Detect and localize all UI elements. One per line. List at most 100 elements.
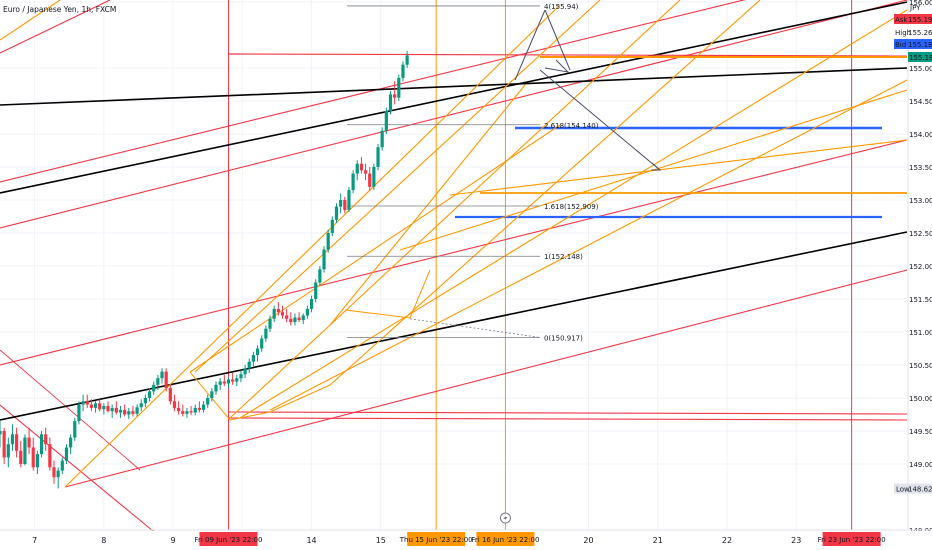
projection-arrow: [539, 69, 661, 171]
price-tick-label: 154.500: [909, 98, 932, 106]
red-channel-line: [0, 0, 908, 229]
red-channel-line: [64, 269, 908, 488]
candle-body: [52, 467, 56, 478]
orange-channel-line: [449, 139, 908, 196]
time-axis: 78913141520212223Fri 09 Jun '23 22:00Thu…: [0, 529, 932, 550]
orange-zigzag: [189, 371, 331, 421]
last-price-value: 155.187: [909, 54, 932, 62]
candle-body: [214, 384, 218, 392]
candle-body: [27, 437, 31, 448]
orange-channel-line: [194, 0, 601, 373]
candle-body: [0, 431, 2, 435]
price-tick-label: 151.500: [909, 296, 932, 304]
black-trend-line: [0, 231, 908, 421]
time-highlight-tag: [476, 532, 535, 546]
candle-body: [156, 378, 160, 385]
candle-body: [168, 388, 172, 402]
candle-body: [280, 312, 285, 316]
time-highlight-label: Fri 16 Jun '23 22:00: [471, 536, 539, 544]
candle-body: [181, 411, 185, 414]
candle-body: [239, 374, 243, 379]
candle-body: [268, 318, 272, 329]
fib-projection-dotted: [409, 318, 541, 338]
candle-body: [10, 434, 15, 445]
low-tag-name: Low: [896, 486, 910, 494]
candle-body: [60, 460, 64, 471]
candle-body: [272, 308, 276, 319]
projection-arrow: [514, 9, 546, 81]
candle-body: [255, 348, 260, 356]
candle-body: [31, 447, 35, 468]
candle-body: [152, 384, 156, 392]
price-tick-label: 156.000: [909, 0, 932, 7]
candle-body: [106, 405, 110, 412]
fib-level-label: 1(152.148): [544, 253, 583, 261]
candle-body: [393, 94, 397, 98]
candle-body: [102, 405, 106, 410]
projection-arrowhead: [544, 59, 570, 73]
candle-body: [39, 434, 44, 455]
candle-body: [139, 403, 143, 408]
bid-tag: [894, 39, 932, 49]
candle-body: [380, 130, 384, 148]
low-tag: [894, 483, 932, 494]
price-tick-label: 149.000: [909, 461, 932, 469]
candle-body: [339, 200, 343, 207]
candle-body: [127, 411, 131, 415]
candle-body: [322, 249, 326, 270]
candle-body: [6, 444, 10, 458]
time-tick-label: 8: [101, 536, 106, 545]
time-tick-label: 7: [32, 536, 37, 545]
candle-body: [376, 147, 380, 167]
red-channel-line: [0, 0, 746, 183]
candle-body: [172, 401, 177, 408]
time-tick-label: 23: [791, 536, 801, 545]
candle-body: [35, 454, 39, 468]
candle-body: [351, 173, 355, 191]
time-highlight-tag: [407, 532, 466, 546]
candle-body: [401, 64, 405, 78]
candle-body: [330, 219, 334, 233]
candle-body: [73, 421, 77, 438]
candle-body: [143, 398, 147, 404]
candle-body: [64, 447, 69, 461]
fib-level-label: 4(155.94): [544, 3, 579, 11]
candle-body: [314, 282, 318, 299]
red-channel-line: [0, 139, 908, 366]
currency-label: JPY: [909, 4, 921, 12]
price-axis-background: [908, 0, 932, 550]
candle-body: [23, 437, 27, 464]
time-tick-label: 14: [306, 536, 316, 545]
candle-body: [193, 407, 197, 413]
candle-body: [384, 110, 388, 131]
candle-body: [226, 379, 231, 384]
candle-body: [218, 381, 222, 385]
orange-channel-line: [0, 0, 61, 41]
orange-channel-line: [189, 124, 561, 373]
candle-body: [318, 269, 322, 283]
candle-body: [309, 299, 314, 309]
projection-arrow: [544, 9, 571, 71]
red-descending-line: [0, 349, 141, 471]
price-tick-label: 149.500: [909, 428, 932, 436]
candle-body: [326, 233, 330, 250]
candle-body: [347, 190, 351, 210]
candle-body: [2, 431, 6, 458]
price-tick-label: 153.000: [909, 197, 932, 205]
candle-body: [114, 407, 118, 413]
candle-body: [355, 163, 359, 174]
candle-body: [56, 470, 60, 478]
time-tick-label: 20: [583, 536, 593, 545]
candle-body: [289, 318, 293, 323]
candle-body: [147, 391, 152, 398]
candle-body: [110, 407, 114, 412]
candle-body: [15, 434, 19, 451]
candle-body: [251, 355, 256, 362]
orange-channel-line: [269, 79, 908, 411]
time-highlight-tag: [199, 532, 258, 546]
candle-body: [201, 404, 206, 410]
candle-body: [69, 437, 73, 448]
candle-body: [305, 308, 310, 316]
